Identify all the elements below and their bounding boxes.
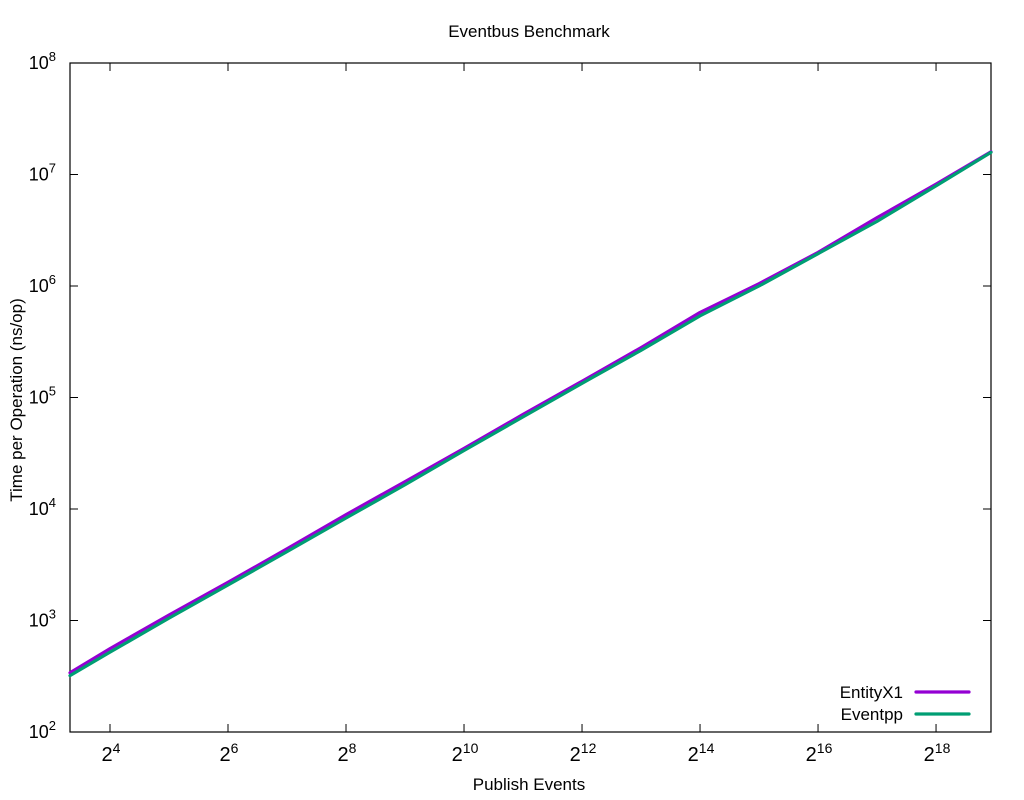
x-tick-label: 212	[570, 740, 597, 766]
series-line-eventpp	[68, 150, 993, 678]
y-tick-label: 103	[29, 607, 56, 631]
x-tick-label: 218	[924, 740, 951, 766]
y-tick-label: 108	[29, 49, 56, 73]
x-tick-label: 216	[806, 740, 833, 766]
legend-label-entityx1: EntityX1	[840, 683, 903, 702]
y-tick-label: 102	[29, 718, 56, 742]
x-axis-label: Publish Events	[473, 775, 585, 794]
y-axis-label: Time per Operation (ns/op)	[7, 298, 26, 501]
chart-title: Eventbus Benchmark	[448, 22, 610, 41]
y-tick-label: 106	[29, 272, 56, 296]
y-tick-label: 107	[29, 161, 56, 185]
legend-label-eventpp: Eventpp	[841, 705, 903, 724]
plot-frame	[69, 62, 992, 733]
x-tick-label: 214	[688, 740, 715, 766]
series-line-entityx1	[68, 150, 993, 675]
x-tick-label: 24	[102, 740, 121, 766]
x-tick-label: 26	[220, 740, 239, 766]
y-tick-label: 105	[29, 384, 56, 408]
x-tick-label: 28	[338, 740, 357, 766]
y-tick-label: 104	[29, 495, 56, 519]
x-tick-label: 210	[452, 740, 479, 766]
